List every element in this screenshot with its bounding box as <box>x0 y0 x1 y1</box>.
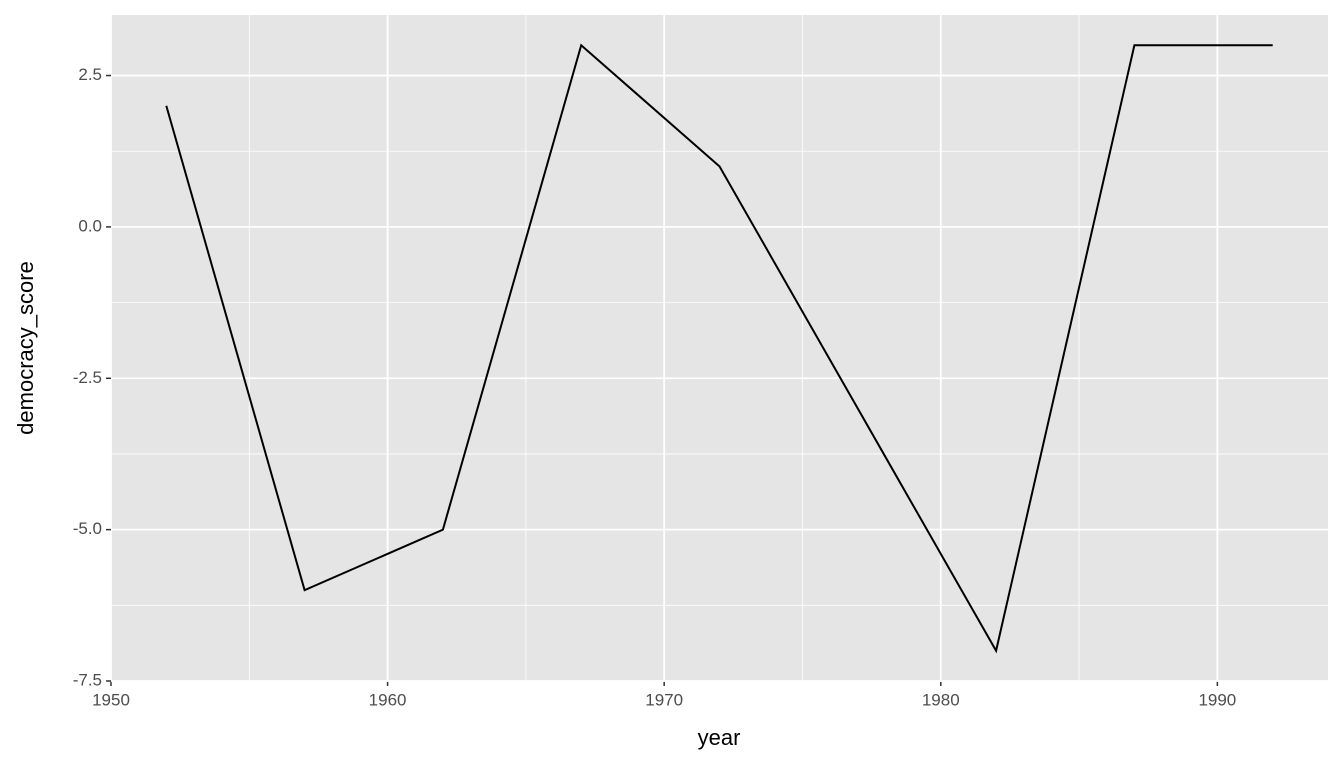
x-tick-label: 1980 <box>922 690 960 709</box>
y-tick-label: -7.5 <box>73 670 102 689</box>
y-tick-label: -5.0 <box>73 519 102 538</box>
x-tick-label: 1970 <box>645 690 683 709</box>
x-tick-label: 1990 <box>1198 690 1236 709</box>
x-tick-label: 1960 <box>369 690 407 709</box>
x-axis-title: year <box>698 725 741 750</box>
y-tick-label: 2.5 <box>78 65 102 84</box>
panel <box>111 15 1328 681</box>
line <box>165 43 1273 654</box>
x-tick-label: 1950 <box>92 690 130 709</box>
y-axis-title: democracy_score <box>13 261 38 435</box>
y-tick-label: -2.5 <box>73 368 102 387</box>
y-tick-label: 0.0 <box>78 216 102 235</box>
